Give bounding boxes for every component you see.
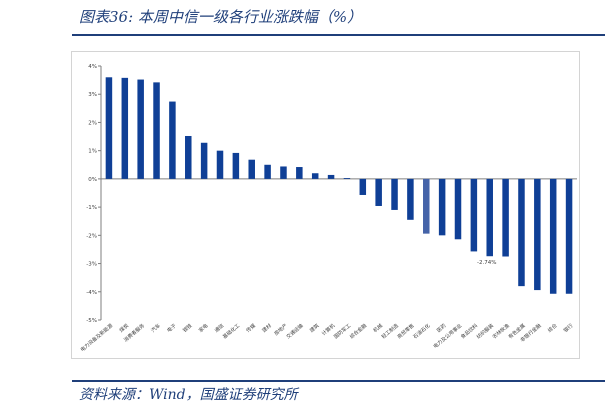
y-tick-label: 4% xyxy=(88,64,97,70)
bar xyxy=(216,150,224,179)
bar xyxy=(137,79,144,179)
x-tick-label: 电子 xyxy=(166,322,178,334)
figure-title: 图表36: 本周中信一级各行业涨跌幅（%） xyxy=(79,8,363,26)
y-tick-label: -2% xyxy=(86,233,97,239)
bar xyxy=(264,164,271,179)
bar-chart: 4% 3% 2% 1% 0% -1% -2% -3% -4% -5% -2.74% 电力设备及新能源煤… xyxy=(79,64,577,353)
bar xyxy=(391,178,398,210)
y-tick-label: -1% xyxy=(86,205,97,211)
bar xyxy=(423,178,430,234)
bar xyxy=(375,178,382,206)
annotation-label: -2.74% xyxy=(477,260,496,266)
bar xyxy=(454,178,462,240)
x-tick-label: 电力及公用事业 xyxy=(432,322,463,350)
bar xyxy=(311,173,319,179)
x-tick-label: 建筑 xyxy=(308,322,320,334)
bar xyxy=(327,174,335,179)
bar xyxy=(502,178,509,257)
title-divider xyxy=(72,34,605,36)
x-tick-label: 建材 xyxy=(261,322,273,334)
y-tick-label: 0% xyxy=(88,177,97,183)
x-tick-label: 综合 xyxy=(546,322,558,334)
x-tick-label: 综合金融 xyxy=(348,322,368,340)
bar xyxy=(200,142,208,179)
bar xyxy=(105,77,113,179)
bar xyxy=(280,166,287,179)
x-tick-label: 基础化工 xyxy=(221,322,241,340)
x-tick-label: 煤炭 xyxy=(118,322,130,334)
x-tick-label: 机械 xyxy=(372,322,384,334)
x-tick-label: 钢铁 xyxy=(181,322,193,334)
chart-frame: 4% 3% 2% 1% 0% -1% -2% -3% -4% -5% -2.74% 电力设备及新能源煤… xyxy=(71,51,580,359)
y-tick-label: 3% xyxy=(88,92,97,98)
bar xyxy=(121,77,129,179)
source-divider xyxy=(72,380,605,382)
x-tick-label: 银行 xyxy=(562,322,574,334)
bar xyxy=(565,178,573,294)
x-tick-label: 家电 xyxy=(197,322,209,334)
y-tick-label: -5% xyxy=(86,318,97,324)
bar xyxy=(296,167,303,179)
bar xyxy=(343,178,351,179)
bar xyxy=(470,178,478,252)
bar xyxy=(232,152,240,179)
bar xyxy=(359,178,367,195)
bar xyxy=(407,178,414,220)
y-tick-label: -4% xyxy=(86,290,97,296)
bar xyxy=(518,178,525,287)
y-tick-label: 1% xyxy=(88,149,97,155)
bar xyxy=(169,101,176,179)
x-tick-label: 通信 xyxy=(213,322,225,334)
x-tick-label: 石油石化 xyxy=(412,322,432,340)
bar xyxy=(534,178,541,291)
x-tick-label: 电力设备及新能源 xyxy=(79,322,114,353)
bar xyxy=(549,178,557,294)
bar xyxy=(438,178,446,236)
x-tick-label: 传媒 xyxy=(245,322,257,334)
source-note: 资料来源：Wind，国盛证券研究所 xyxy=(79,387,298,403)
x-tick-label: 交通运输 xyxy=(285,322,305,340)
x-tick-label: 医药 xyxy=(435,322,447,334)
bar xyxy=(185,135,192,179)
bar xyxy=(153,82,160,179)
bar xyxy=(486,178,493,257)
bar xyxy=(248,159,255,179)
y-tick-label: 2% xyxy=(88,120,97,126)
y-tick-label: -3% xyxy=(86,262,97,268)
x-tick-label: 汽车 xyxy=(150,322,162,334)
